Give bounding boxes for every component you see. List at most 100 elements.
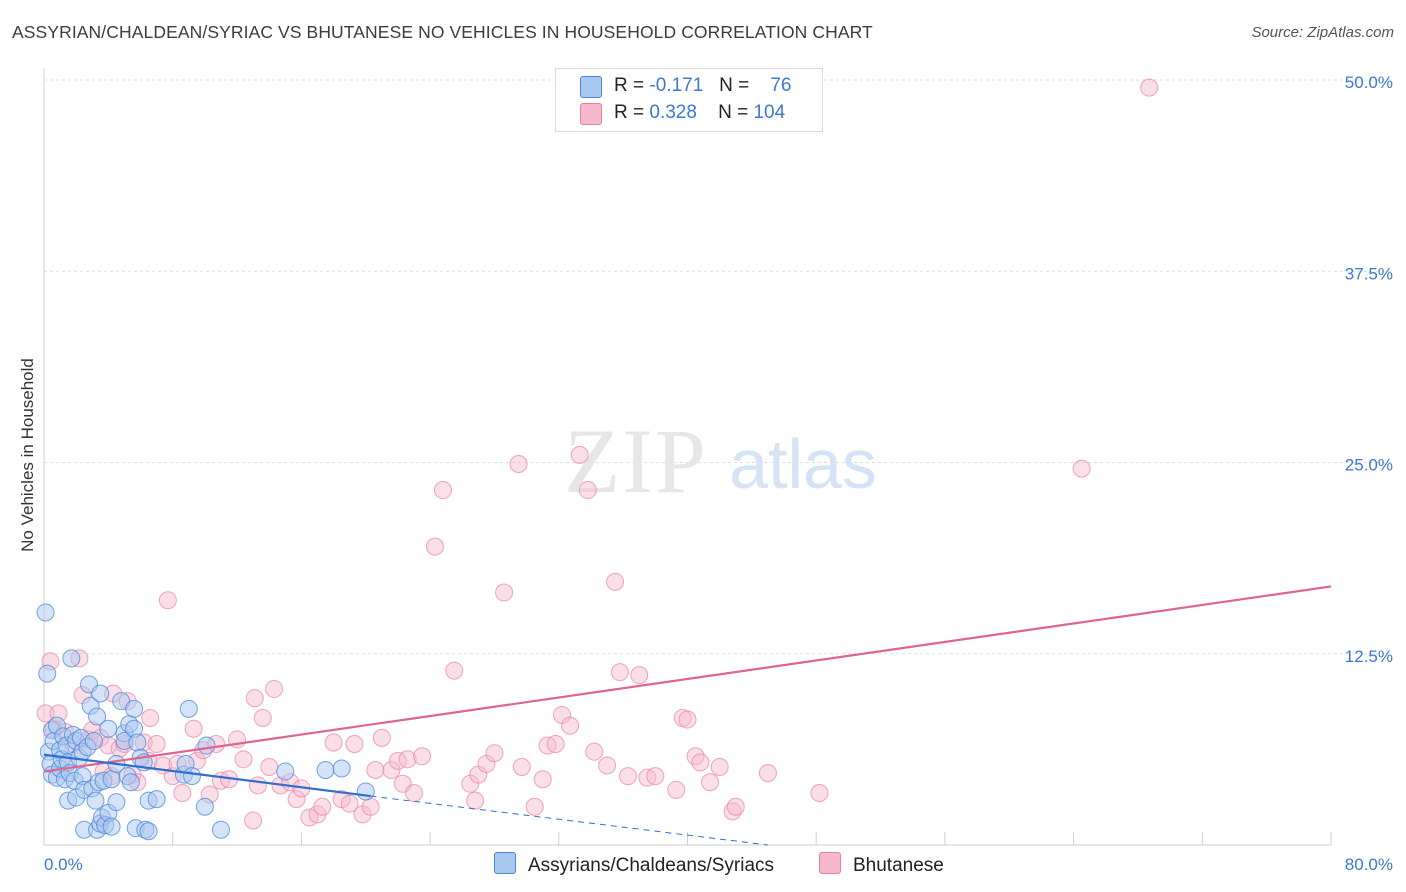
bhutanese-point	[606, 572, 625, 591]
bhutanese-point	[578, 481, 597, 500]
assyrian-point	[356, 782, 375, 801]
assyrian-point	[179, 699, 198, 718]
bhutanese-point	[678, 710, 697, 729]
bottom-legend-label: Assyrians/Chaldeans/Syriacs	[528, 855, 775, 876]
bhutanese-point	[610, 663, 629, 682]
bottom-legend-swatch-pink	[819, 852, 841, 874]
bhutanese-point	[512, 757, 531, 776]
bhutanese-point	[509, 455, 528, 474]
bhutanese-point	[253, 709, 272, 728]
assyrian-point	[147, 790, 166, 809]
y-tick-label: 50.0%	[1345, 73, 1393, 92]
bhutanese-point	[260, 757, 279, 776]
assyrian-point	[36, 603, 55, 622]
assyrian-point	[332, 759, 351, 778]
assyrian-point	[197, 736, 216, 755]
x-tick-label: 0.0%	[44, 855, 83, 874]
assyrian-point	[88, 707, 107, 726]
assyrian-point	[125, 699, 144, 718]
watermark-zip: ZIP	[564, 410, 708, 512]
bhutanese-point	[36, 704, 55, 723]
bhutanese-point	[525, 797, 544, 816]
legend-r-label: R =	[614, 75, 645, 96]
bhutanese-point	[372, 728, 391, 747]
bhutanese-point	[313, 797, 332, 816]
bhutanese-point	[248, 776, 267, 795]
assyrian-trend-extension	[370, 795, 768, 846]
assyrian-point	[102, 817, 121, 836]
assyrian-trend-line	[43, 753, 371, 798]
bhutanese-point	[388, 751, 407, 770]
bhutanese-point	[158, 591, 177, 610]
bhutanese-point	[533, 770, 552, 789]
assyrian-point	[139, 822, 158, 841]
assyrian-point	[107, 793, 126, 812]
bhutanese-point	[366, 761, 385, 780]
bottom-legend-label: Bhutanese	[853, 855, 944, 876]
bhutanese-point	[324, 733, 343, 752]
bhutanese-point	[810, 783, 829, 802]
bhutanese-point	[1072, 459, 1091, 478]
legend-n-value: 76	[770, 75, 792, 96]
bottom-legend-swatch-blue	[494, 852, 516, 874]
bhutanese-point	[561, 716, 580, 735]
bhutanese-point	[570, 445, 589, 464]
assyrian-point	[91, 684, 110, 703]
legend-r-value: -0.171	[649, 75, 704, 96]
assyrian-point	[86, 791, 105, 810]
watermark: ZIP atlas	[564, 410, 877, 512]
legend-r-value: 0.328	[649, 102, 697, 123]
bhutanese-point	[141, 709, 160, 728]
bhutanese-point	[405, 783, 424, 802]
bhutanese-point	[686, 747, 705, 766]
bhutanese-point	[173, 783, 192, 802]
axes	[43, 68, 1332, 846]
x-tick-label: 80.0%	[1345, 855, 1393, 874]
source-credit: Source: ZipAtlas.com	[1251, 24, 1394, 41]
assyrian-point	[183, 767, 202, 786]
bhutanese-point	[382, 761, 401, 780]
trend-lines	[43, 585, 1332, 846]
bhutanese-point	[245, 689, 264, 708]
bhutanese-point	[340, 794, 359, 813]
bhutanese-point	[485, 744, 504, 763]
bhutanese-point	[546, 735, 565, 754]
bhutanese-point	[618, 767, 637, 786]
bhutanese-point	[691, 753, 710, 772]
legend-n-label: N =	[718, 102, 749, 123]
bhutanese-point	[425, 537, 444, 556]
bhutanese-point	[1140, 78, 1159, 97]
bhutanese-point	[630, 666, 649, 685]
bhutanese-point	[413, 747, 432, 766]
bhutanese-point	[598, 756, 617, 775]
y-tick-label: 25.0%	[1345, 456, 1393, 475]
legend-n-label: N =	[719, 75, 750, 96]
assyrian-point	[195, 797, 214, 816]
bhutanese-point	[585, 742, 604, 761]
bhutanese-point	[466, 791, 485, 810]
assyrian-point	[128, 733, 147, 752]
bhutanese-point	[361, 797, 380, 816]
assyrian-point	[121, 773, 140, 792]
bhutanese-point	[495, 583, 514, 602]
bhutanese-point	[244, 811, 263, 830]
gridlines	[44, 79, 1393, 655]
bhutanese-point	[265, 679, 284, 698]
tick-labels: 12.5% 25.0% 37.5% 50.0% 0.0% 80.0%	[44, 73, 1393, 874]
bhutanese-point	[345, 735, 364, 754]
watermark-atlas: atlas	[729, 425, 877, 503]
assyrian-point	[276, 762, 295, 781]
assyrian-point	[211, 820, 230, 839]
chart-title: ASSYRIAN/CHALDEAN/SYRIAC VS BHUTANESE NO…	[12, 22, 873, 42]
bhutanese-point	[710, 757, 729, 776]
bhutanese-point	[147, 735, 166, 754]
correlation-legend: R = -0.171 N = 76 R = 0.328 N = 104	[555, 68, 823, 132]
y-tick-label: 37.5%	[1345, 264, 1393, 283]
bhutanese-point	[234, 750, 253, 769]
assyrian-point	[99, 719, 118, 738]
bhutanese-point	[726, 797, 745, 816]
assyrian-point	[38, 664, 57, 683]
bhutanese-point	[433, 481, 452, 500]
legend-r-label: R =	[614, 102, 645, 123]
